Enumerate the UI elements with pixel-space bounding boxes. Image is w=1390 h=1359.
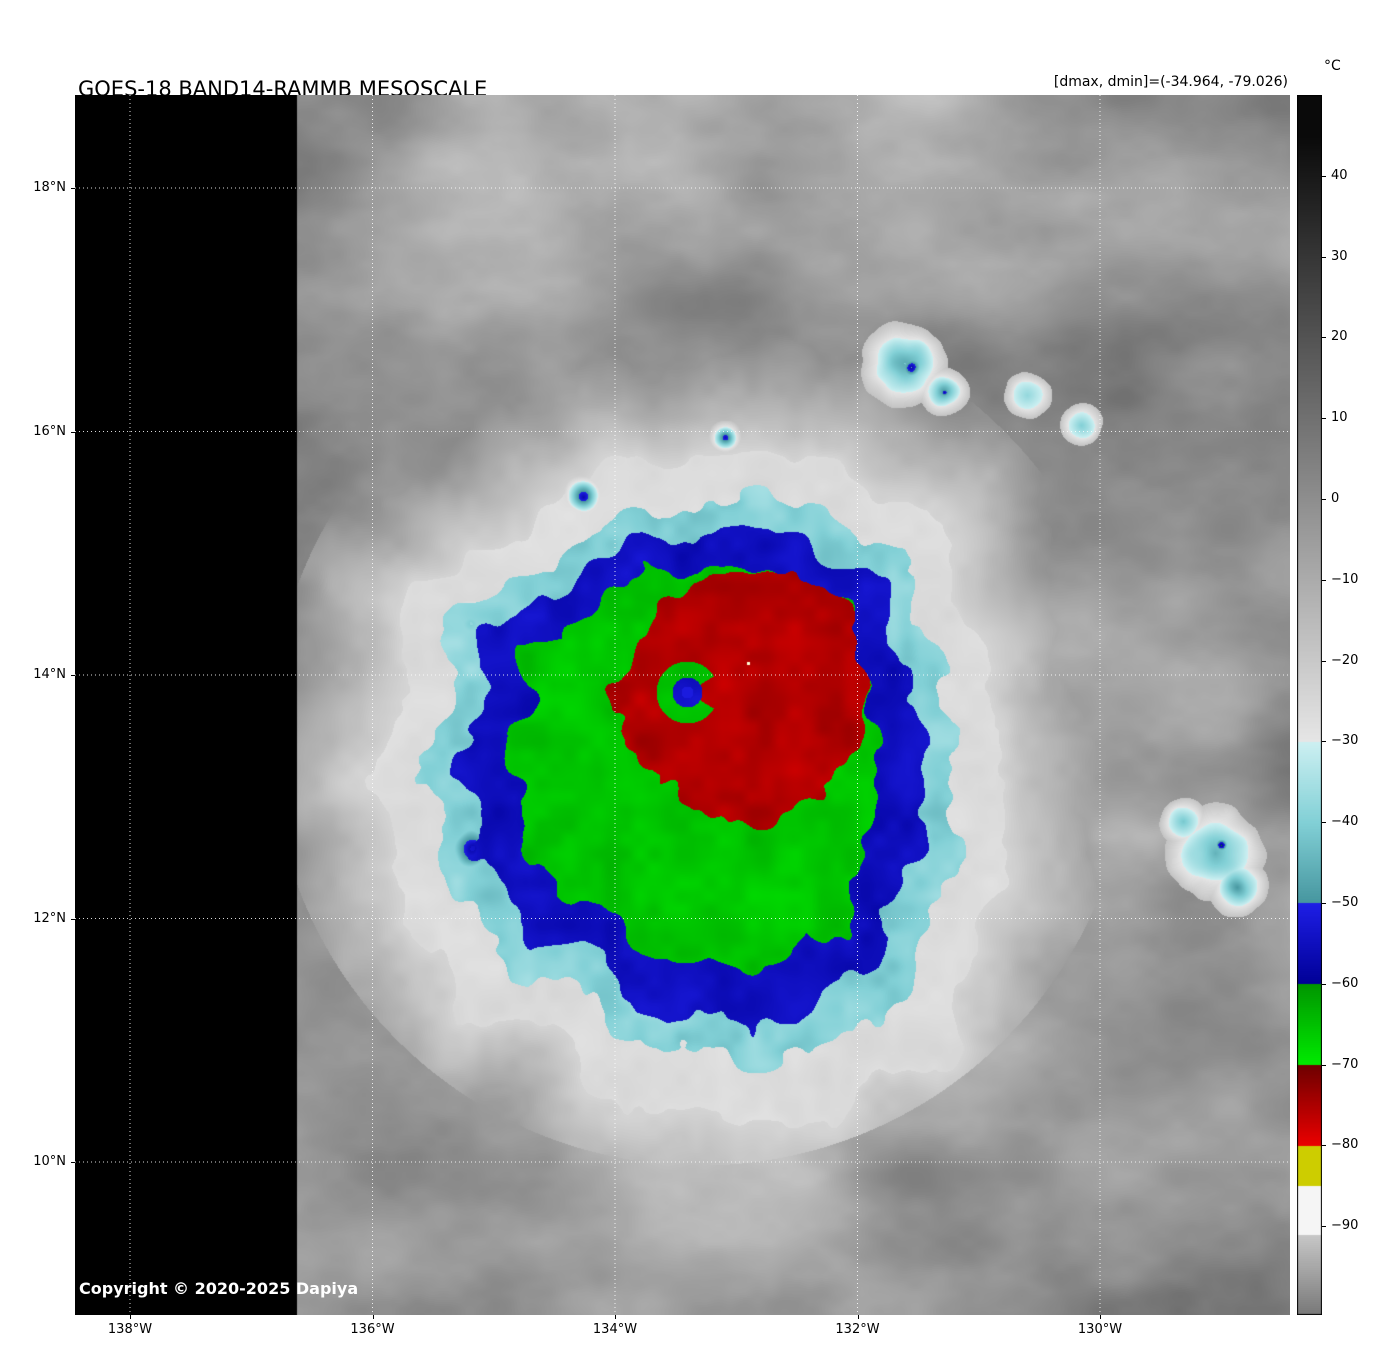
lon-tick-mark [1100,1315,1101,1319]
colorbar-tick-label: 0 [1331,490,1340,506]
colorbar-tick-label: 40 [1331,167,1348,183]
colorbar [1297,95,1322,1315]
colorbar-tick-mark [1322,498,1326,500]
colorbar-tick-mark [1322,741,1326,743]
colorbar-tick-label: −90 [1331,1218,1359,1234]
colorbar-tick-mark [1322,418,1326,420]
page-title: GOES-18 BAND14-RAMMB MESOSCALE [78,77,488,101]
lon-tick-label: 130°W [1077,1322,1123,1337]
dmax-dmin-readout: [dmax, dmin]=(-34.964, -79.026) [1053,74,1288,90]
colorbar-tick-label: −30 [1331,733,1359,749]
lon-tick-label: 132°W [835,1322,880,1337]
satellite-map: Copyright © 2020-2025 Dapiya [75,95,1290,1315]
lon-tick-label: 134°W [592,1322,638,1337]
lat-tick-label: 16°N [33,423,66,439]
colorbar-tick-mark [1322,1145,1326,1147]
colorbar-tick-mark [1322,1064,1326,1066]
colorbar-tick-mark [1322,175,1326,177]
lon-tick-label: 136°W [350,1322,395,1337]
colorbar-tick-label: −40 [1331,814,1359,830]
colorbar-tick-mark [1322,660,1326,662]
lat-tick-mark [71,431,75,433]
lon-tick-mark [130,1315,131,1319]
lat-tick-mark [71,188,75,189]
copyright-watermark: Copyright © 2020-2025 Dapiya [79,1279,359,1298]
colorbar-tick-mark [1322,1226,1326,1228]
colorbar-tick-label: −50 [1331,894,1359,910]
colorbar-tick-mark [1322,822,1326,824]
colorbar-tick-label: −10 [1331,571,1359,587]
colorbar-tick-mark [1322,579,1326,581]
lon-tick-label: 138°W [107,1322,153,1337]
lon-tick-mark [372,1315,374,1319]
lat-tick-mark [71,918,75,920]
colorbar-tick-mark [1322,983,1326,985]
colorbar-tick-label: −70 [1331,1056,1359,1072]
lat-tick-label: 18°N [33,180,66,195]
colorbar-tick-label: −80 [1331,1137,1359,1153]
colorbar-tick-label: −60 [1331,975,1359,991]
colorbar-tick-mark [1322,902,1326,904]
lat-tick-mark [71,675,75,676]
lat-tick-label: 12°N [33,910,66,926]
latlon-gridlines [75,95,1290,1315]
satellite-image-canvas [75,95,1290,1315]
lon-tick-mark [857,1315,859,1319]
colorbar-unit-label: °C [1324,58,1341,74]
lat-tick-mark [71,1162,75,1163]
colorbar-tick-label: 20 [1331,329,1348,345]
colorbar-tick-label: 30 [1331,248,1348,264]
colorbar-tick-label: −20 [1331,652,1359,668]
colorbar-tick-mark [1322,337,1326,339]
colorbar-tick-label: 10 [1331,410,1348,426]
lon-tick-mark [615,1315,616,1319]
lat-tick-label: 10°N [33,1154,66,1169]
lat-tick-label: 14°N [33,667,66,682]
colorbar-tick-mark [1322,256,1326,258]
